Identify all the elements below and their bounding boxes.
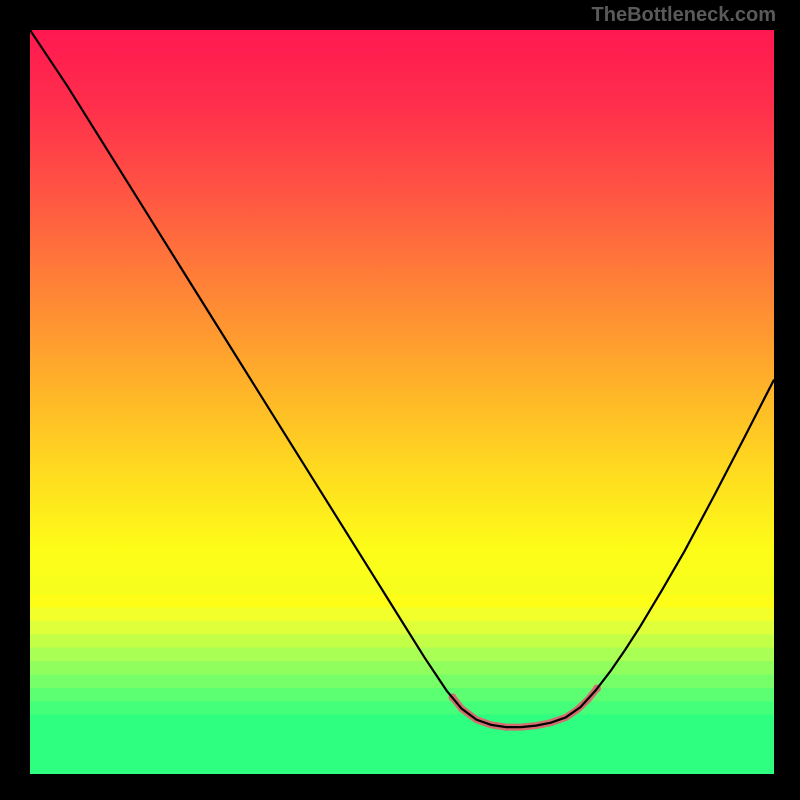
chart-frame: TheBottleneck.com [0, 0, 800, 800]
watermark-text: TheBottleneck.com [592, 4, 776, 27]
plot-area [30, 30, 774, 774]
main-curve [30, 30, 774, 727]
highlight-segment [453, 688, 597, 727]
curve-layer [30, 30, 774, 774]
